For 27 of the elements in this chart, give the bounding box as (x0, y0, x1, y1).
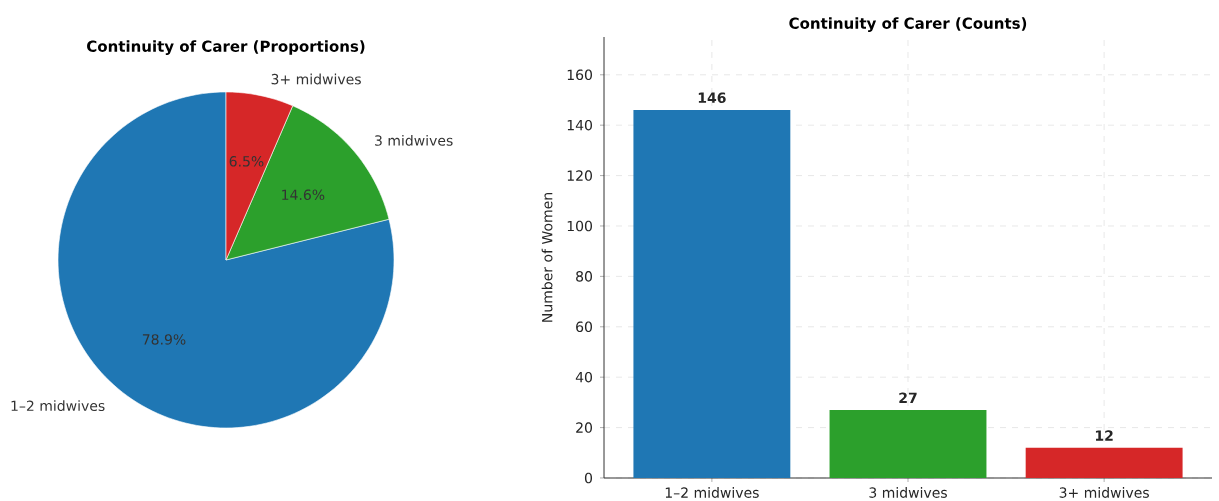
y-tick-label: 160 (567, 69, 592, 81)
data-label: 78.9% (142, 334, 186, 345)
data-label: 14.6% (282, 189, 325, 201)
data-label: 27 (899, 392, 917, 403)
y-axis-title: Number of Women (541, 192, 553, 322)
bar (633, 110, 791, 478)
slice-label: 3+ midwives (271, 73, 361, 85)
y-tick-label: 140 (567, 119, 592, 131)
x-tick-label: 1–2 midwives (665, 487, 759, 498)
y-tick-label: 120 (567, 170, 592, 181)
slice-label: 1–2 midwives (11, 400, 105, 412)
data-label: 12 (1095, 430, 1113, 441)
chart-title: Continuity of Carer (Proportions) (87, 40, 365, 55)
data-label: 6.5% (229, 156, 264, 167)
y-tick-label: 80 (576, 271, 592, 282)
data-label: 146 (698, 92, 726, 103)
bar (1025, 447, 1183, 478)
bar (829, 409, 987, 478)
y-tick-label: 40 (575, 371, 592, 383)
slice-label: 3 midwives (375, 134, 453, 146)
chart-title: Continuity of Carer (Counts) (789, 17, 1027, 32)
y-tick-label: 20 (576, 422, 592, 433)
y-tick-label: 100 (567, 220, 592, 232)
y-tick-label: 60 (576, 321, 592, 333)
x-tick-label: 3+ midwives (1059, 487, 1149, 498)
y-tick-label: 0 (584, 472, 592, 484)
x-tick-label: 3 midwives (869, 487, 947, 498)
